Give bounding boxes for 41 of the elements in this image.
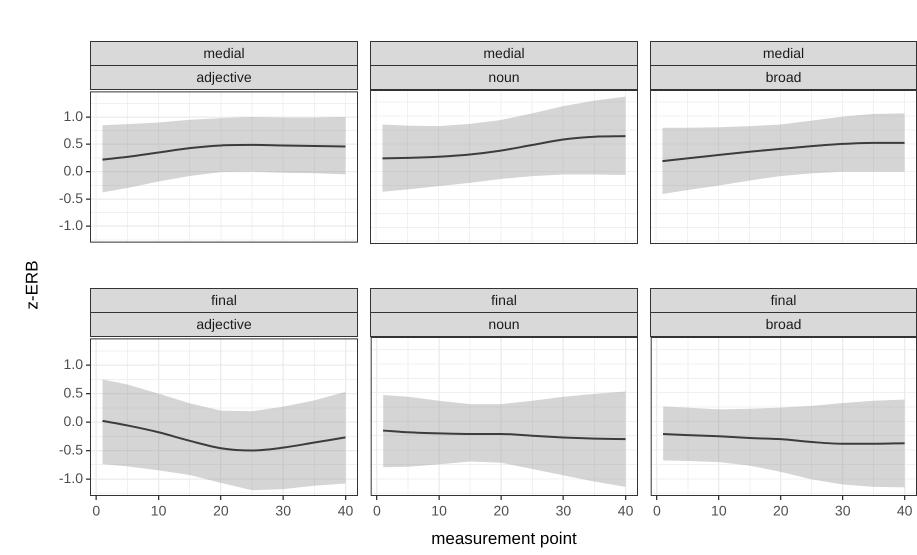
chart-subtitle: broad [650, 312, 917, 337]
x-tick-label: 40 [896, 502, 913, 518]
line-series [101, 144, 347, 161]
chart-title: medial [90, 41, 358, 66]
chart-title: medial [370, 41, 638, 66]
y-tick-label: -0.5 [58, 190, 84, 206]
x-tick-label: 0 [652, 502, 661, 518]
x-tick-label: 20 [213, 502, 229, 518]
x-tick-label: 0 [92, 502, 100, 518]
y-tick-label: 1.0 [64, 356, 84, 372]
y-tick-label: -0.5 [58, 441, 84, 458]
chart-title: final [370, 288, 638, 313]
y-tick-label: 0.5 [64, 384, 84, 400]
chart-title: medial [650, 41, 917, 66]
x-tick-label: 0 [372, 502, 381, 518]
x-tick-label: 40 [338, 502, 354, 518]
y-tick-label: 0.0 [64, 412, 84, 429]
x-tick-label: 10 [431, 502, 448, 518]
chart-subtitle: adjective [90, 312, 358, 337]
chart-subtitle: broad [650, 65, 917, 90]
x-tick-label: 10 [150, 502, 167, 518]
y-tick-label: 0.5 [64, 135, 84, 152]
x-tick-label: 30 [556, 502, 572, 518]
y-tick-label: -1.0 [58, 470, 84, 486]
x-tick-label: 30 [834, 502, 851, 518]
x-tick-label: 20 [493, 502, 510, 518]
chart-title: final [650, 288, 917, 313]
x-tick-label: 10 [711, 502, 727, 518]
y-axis-title: z-ERB [22, 260, 43, 310]
chart-subtitle: adjective [90, 65, 358, 90]
x-tick-label: 20 [772, 502, 789, 518]
y-tick-label: -1.0 [58, 217, 84, 234]
line-series [101, 420, 347, 452]
chart-subtitle: noun [370, 312, 638, 337]
x-axis-title: measurement point [431, 529, 577, 549]
y-tick-label: 1.0 [64, 108, 84, 124]
chart-title: final [90, 288, 358, 313]
x-tick-label: 40 [618, 502, 634, 518]
y-tick-label: 0.0 [64, 162, 84, 178]
chart-subtitle: noun [370, 65, 638, 90]
x-tick-label: 30 [275, 502, 292, 518]
